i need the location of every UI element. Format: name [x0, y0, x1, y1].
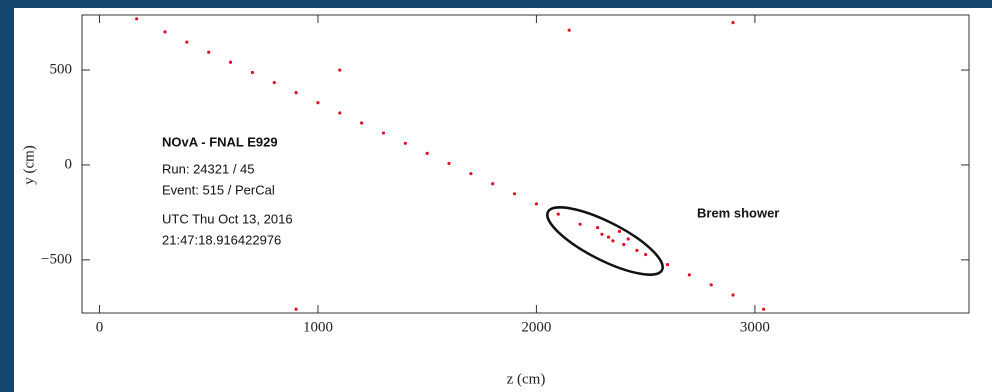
hit: [557, 213, 560, 216]
hit: [447, 162, 450, 165]
hit: [627, 237, 630, 240]
hit: [295, 308, 298, 311]
hit: [229, 61, 232, 64]
hit: [618, 230, 621, 233]
x-tick-label: 3000: [740, 319, 770, 335]
annotation: 21:47:18.916422976: [162, 232, 281, 247]
hit: [135, 17, 138, 20]
hit: [762, 308, 765, 311]
x-tick-label: 0: [96, 319, 104, 335]
annotation: Brem shower: [697, 205, 779, 220]
hit: [596, 226, 599, 229]
hit: [688, 273, 691, 276]
hit: [666, 263, 669, 266]
y-tick-label: 500: [50, 61, 73, 77]
annotation: Event: 515 / PerCal: [162, 182, 275, 197]
hit: [404, 142, 407, 145]
hit: [207, 51, 210, 54]
x-tick-label: 2000: [521, 319, 551, 335]
hit: [635, 249, 638, 252]
hit: [579, 223, 582, 226]
y-tick-label: 0: [65, 156, 73, 172]
hit: [644, 253, 647, 256]
x-tick-label: 1000: [303, 319, 333, 335]
hit: [469, 172, 472, 175]
y-tick-label: −500: [41, 251, 72, 267]
hit: [607, 235, 610, 238]
hit: [273, 81, 276, 84]
hit: [382, 131, 385, 134]
hit: [338, 68, 341, 71]
hit: [251, 71, 254, 74]
hit: [426, 152, 429, 155]
hit: [185, 41, 188, 44]
hit: [568, 29, 571, 32]
annotation: UTC Thu Oct 13, 2016: [162, 211, 293, 226]
x-axis-label: z (cm): [507, 371, 546, 387]
annotation: Run: 24321 / 45: [162, 161, 255, 176]
y-axis-label: y (cm): [21, 145, 37, 185]
hit: [163, 30, 166, 33]
hit: [611, 239, 614, 242]
hit: [295, 91, 298, 94]
annotation: NOvA - FNAL E929: [162, 134, 278, 149]
hit: [600, 233, 603, 236]
page: z (cm) y (cm) NOvA - FNAL E929 Run: 2432…: [0, 0, 992, 392]
hit: [535, 202, 538, 205]
panel: [14, 8, 992, 392]
hit: [622, 243, 625, 246]
hit: [338, 111, 341, 114]
hit: [316, 101, 319, 104]
hit: [710, 283, 713, 286]
hit: [731, 21, 734, 24]
chart: z (cm) y (cm) NOvA - FNAL E929 Run: 2432…: [0, 0, 992, 392]
hit: [491, 182, 494, 185]
hit: [731, 293, 734, 296]
hit: [513, 192, 516, 195]
hit: [360, 121, 363, 124]
